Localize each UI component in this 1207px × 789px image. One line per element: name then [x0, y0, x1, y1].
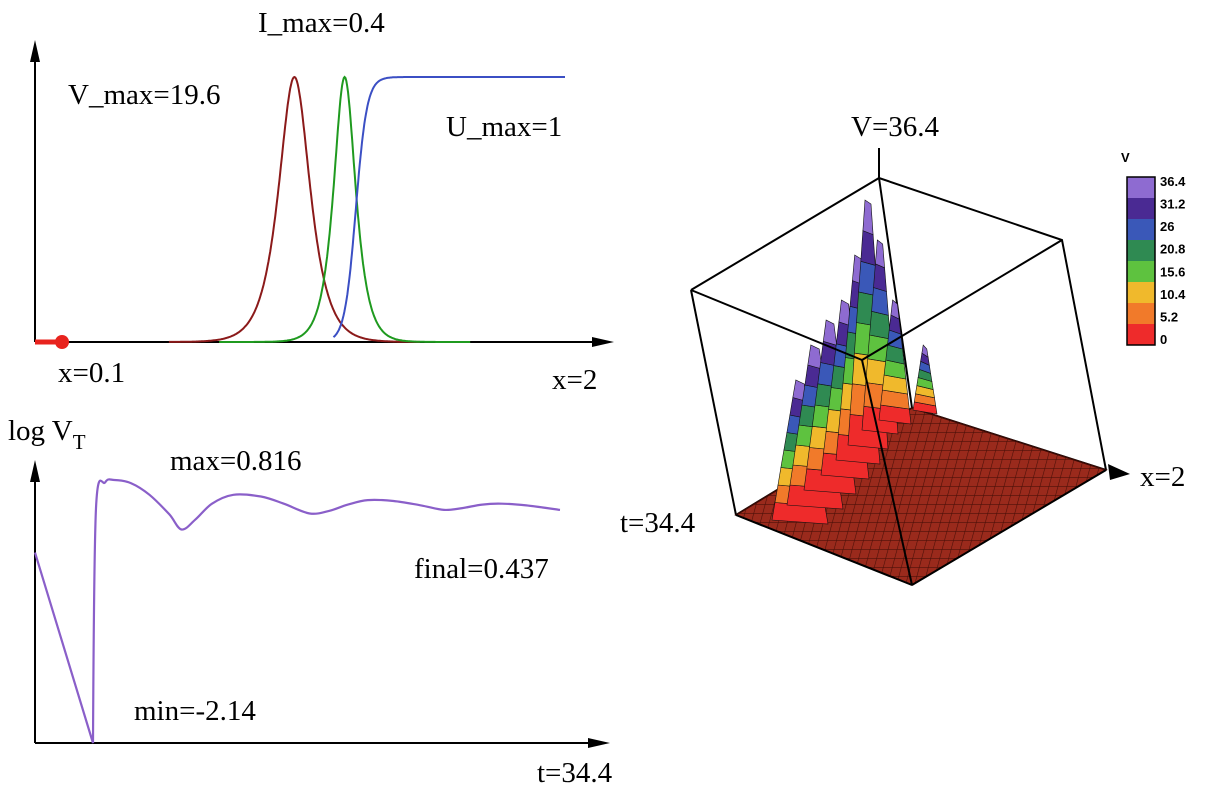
surface-t-label: t=34.4	[620, 507, 696, 539]
x-marker-point	[55, 335, 69, 349]
surface-band	[807, 344, 823, 370]
surface-plot: V=36.4 x=2 t=34.4	[620, 111, 1185, 586]
color-legend: V 36.4 31.2 26 20.8 15.6 10.4 5.2 0	[1121, 150, 1186, 347]
logv-series-line	[33, 478, 561, 744]
legend-tick-labels: 36.4 31.2 26 20.8 15.6 10.4 5.2 0	[1160, 174, 1186, 347]
t-max-label: t=34.4	[537, 757, 613, 789]
surface-band	[822, 319, 838, 346]
legend-tick-label: 31.2	[1160, 197, 1185, 212]
x-min-label: x=0.1	[58, 357, 125, 389]
profile-plot: I_max=0.4 V_max=19.6 U_max=1 x=0.1 x=2	[30, 7, 614, 396]
legend-tick-label: 26	[1160, 219, 1174, 234]
x-max-label: x=2	[552, 364, 597, 396]
logv-plot: log VT max=0.816 final=0.437 min=-2.14 t…	[8, 415, 613, 789]
surface-band	[860, 230, 876, 266]
surface-band	[862, 199, 874, 236]
surface-band	[869, 310, 891, 340]
legend-tick-label: 5.2	[1160, 309, 1178, 324]
surface-band	[838, 299, 852, 327]
legend-title: V	[1121, 150, 1130, 165]
logv-x-arrow	[588, 738, 610, 748]
profile-series-group	[168, 75, 565, 343]
z-max-label: V=36.4	[851, 111, 940, 143]
legend-swatch	[1127, 240, 1155, 262]
v-max-label: V_max=19.6	[68, 79, 220, 111]
min-label: min=-2.14	[134, 695, 256, 727]
surface-band	[875, 239, 885, 269]
final-label: final=0.437	[414, 553, 549, 585]
profile-x-arrow	[592, 337, 614, 347]
legend-swatch	[1127, 282, 1155, 304]
logv-y-arrow	[30, 460, 40, 482]
u-max-label: U_max=1	[446, 111, 562, 143]
surface-x-arrow	[1108, 464, 1130, 480]
legend-swatch	[1127, 177, 1155, 199]
surface-box-front	[690, 239, 1107, 586]
legend-swatch	[1127, 219, 1155, 241]
legend-tick-label: 36.4	[1160, 174, 1186, 189]
legend-frame	[1126, 176, 1156, 346]
surface-band	[871, 287, 889, 316]
legend-tick-label: 0	[1160, 332, 1167, 347]
series-i-line	[219, 75, 471, 343]
legend-swatch	[1127, 198, 1155, 220]
i-max-label: I_max=0.4	[258, 7, 385, 39]
legend-tick-label: 15.6	[1160, 264, 1185, 279]
legend-swatch	[1127, 261, 1155, 283]
series-u-line	[332, 76, 565, 338]
legend-tick-label: 20.8	[1160, 242, 1185, 257]
logv-y-label: log VT	[8, 415, 86, 454]
profile-y-arrow	[30, 40, 40, 62]
legend-swatches	[1127, 177, 1155, 346]
legend-tick-label: 10.4	[1160, 287, 1186, 302]
surface-band	[921, 344, 929, 358]
surface-band	[890, 299, 900, 320]
max-label: max=0.816	[170, 445, 302, 477]
series-v-line	[168, 75, 420, 343]
surface-peaks	[771, 199, 938, 525]
surface-x-label: x=2	[1140, 461, 1185, 493]
legend-swatch	[1127, 324, 1155, 346]
legend-swatch	[1127, 303, 1155, 325]
